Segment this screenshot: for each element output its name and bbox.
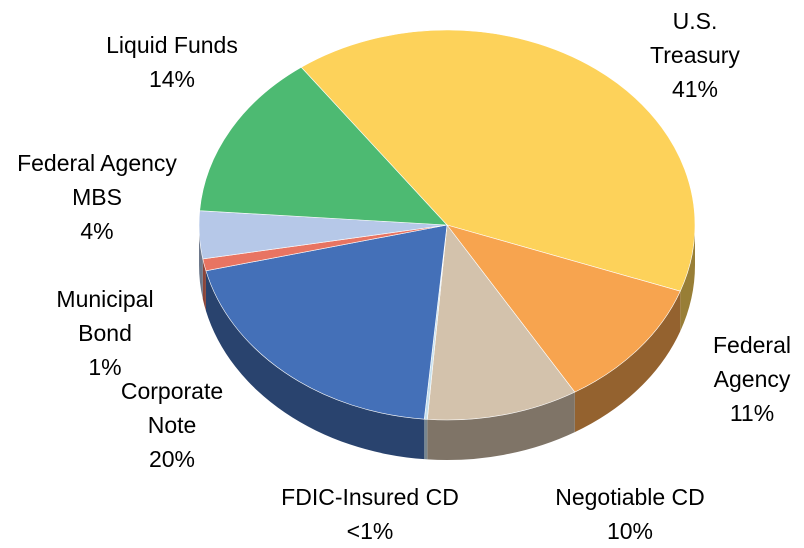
value-label: 14%	[148, 66, 196, 92]
category-label: Liquid Funds	[106, 32, 238, 58]
slice-side	[680, 225, 695, 332]
value-label: 1%	[88, 354, 122, 380]
slice-side	[202, 258, 206, 311]
slice-side	[574, 291, 681, 433]
value-label: <1%	[346, 518, 394, 544]
value-label: 41%	[671, 76, 719, 102]
category-label: Municipal Bond	[56, 286, 154, 346]
slice	[446, 224, 681, 393]
slice	[199, 66, 448, 226]
slice	[426, 224, 576, 421]
slice-label: Federal Agency 11%	[697, 328, 804, 430]
slice-label: FDIC-Insured CD <1%	[250, 480, 490, 548]
slice-label: Municipal Bond 1%	[35, 282, 175, 384]
value-label: 4%	[80, 218, 114, 244]
slice-side	[427, 392, 575, 460]
slice	[205, 224, 448, 420]
slice-label: Federal Agency MBS 4%	[7, 146, 187, 248]
category-label: Federal Agency MBS	[17, 150, 177, 210]
slice-side	[205, 270, 425, 460]
slice-label: Corporate Note 20%	[97, 374, 247, 476]
value-label: 10%	[606, 518, 654, 544]
category-label: Federal Agency	[713, 332, 791, 392]
slice	[300, 29, 696, 292]
value-label: 20%	[148, 446, 196, 472]
slice-label: Liquid Funds 14%	[72, 28, 272, 96]
category-label: FDIC-Insured CD	[281, 484, 459, 510]
category-label: Negotiable CD	[555, 484, 705, 510]
slice-label: U.S. Treasury 41%	[635, 4, 755, 106]
slice-side	[424, 419, 428, 460]
value-label: 11%	[729, 400, 775, 426]
slice-label: Negotiable CD 10%	[520, 480, 740, 548]
category-label: Corporate Note	[120, 378, 224, 438]
category-label: U.S. Treasury	[650, 8, 740, 68]
